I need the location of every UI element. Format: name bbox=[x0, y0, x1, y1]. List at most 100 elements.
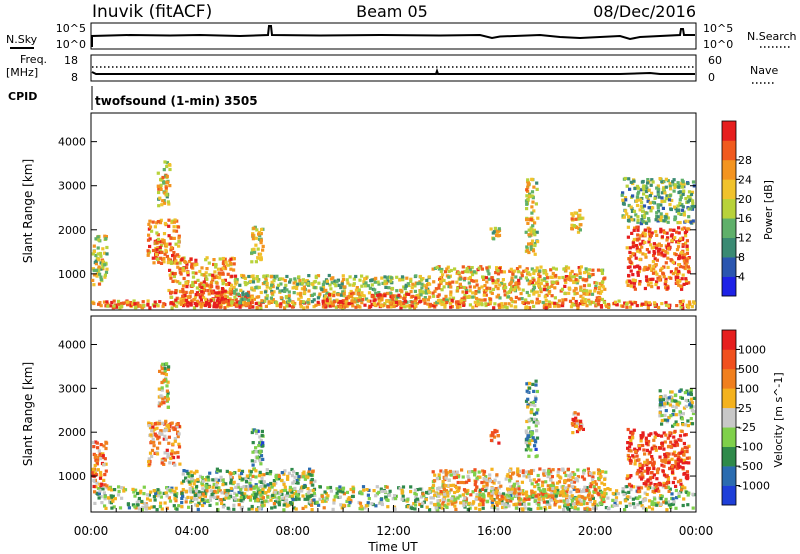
data-cell bbox=[164, 186, 168, 190]
data-cell bbox=[147, 222, 151, 226]
data-cell bbox=[317, 302, 321, 306]
data-cell bbox=[511, 472, 515, 476]
data-cell bbox=[542, 269, 546, 273]
data-cell bbox=[365, 297, 369, 301]
data-cell bbox=[254, 499, 258, 503]
data-cell bbox=[423, 296, 427, 300]
data-cell bbox=[650, 500, 654, 504]
data-cell bbox=[162, 201, 167, 205]
colorbar-tick-label: 16 bbox=[738, 212, 752, 225]
data-cell bbox=[444, 489, 448, 493]
data-cell bbox=[531, 288, 535, 292]
data-cell bbox=[596, 302, 601, 306]
data-cell bbox=[444, 469, 448, 473]
data-cell bbox=[167, 435, 171, 439]
data-cell bbox=[365, 488, 369, 492]
data-cell bbox=[537, 497, 541, 501]
data-cell bbox=[302, 285, 306, 289]
data-cell bbox=[169, 236, 173, 240]
data-cell bbox=[571, 476, 575, 480]
data-cell bbox=[528, 382, 532, 386]
data-cell bbox=[570, 421, 574, 426]
data-cell bbox=[266, 489, 271, 493]
data-cell bbox=[148, 462, 152, 466]
data-cell bbox=[394, 297, 399, 301]
data-cell bbox=[626, 225, 630, 229]
data-cell bbox=[203, 297, 208, 301]
data-cell bbox=[164, 248, 168, 252]
data-cell bbox=[313, 286, 317, 290]
data-cell bbox=[680, 208, 685, 212]
data-cell bbox=[684, 229, 689, 234]
data-cell bbox=[458, 277, 462, 281]
data-cell bbox=[243, 280, 247, 285]
data-cell bbox=[252, 247, 256, 251]
data-cell bbox=[453, 267, 457, 271]
data-cell bbox=[647, 250, 651, 254]
data-cell bbox=[516, 467, 520, 471]
data-cell bbox=[410, 300, 414, 304]
data-cell bbox=[633, 265, 637, 269]
data-cell bbox=[519, 499, 523, 503]
data-cell bbox=[636, 264, 640, 268]
data-cell bbox=[514, 493, 518, 498]
data-cell bbox=[122, 301, 126, 305]
data-cell bbox=[532, 304, 536, 308]
data-cell bbox=[169, 301, 173, 305]
data-cell bbox=[635, 203, 640, 208]
data-cell bbox=[469, 270, 473, 274]
data-cell bbox=[692, 204, 696, 209]
data-cell bbox=[325, 299, 329, 303]
data-cell bbox=[363, 284, 367, 288]
data-cell bbox=[534, 480, 538, 484]
data-cell bbox=[437, 265, 441, 269]
data-cell bbox=[660, 196, 664, 200]
data-cell bbox=[239, 499, 243, 503]
data-cell bbox=[368, 286, 372, 290]
data-cell bbox=[497, 227, 501, 231]
data-cell bbox=[656, 219, 660, 223]
data-cell bbox=[423, 301, 427, 305]
data-cell bbox=[551, 494, 555, 498]
data-cell bbox=[172, 220, 176, 224]
colorbar-tick-label: 8 bbox=[738, 251, 745, 264]
data-cell bbox=[544, 471, 548, 475]
data-cell bbox=[401, 278, 405, 282]
data-cell bbox=[487, 494, 491, 498]
data-cell bbox=[535, 301, 539, 305]
data-cell bbox=[341, 490, 345, 494]
data-cell bbox=[205, 267, 209, 271]
data-cell bbox=[160, 388, 164, 392]
data-cell bbox=[196, 477, 200, 482]
data-cell bbox=[201, 487, 205, 491]
data-cell bbox=[655, 280, 659, 284]
data-cell bbox=[456, 475, 460, 479]
data-cell bbox=[413, 491, 417, 496]
data-cell bbox=[691, 219, 695, 223]
data-cell bbox=[312, 292, 316, 296]
data-cell bbox=[413, 289, 417, 293]
data-cell bbox=[252, 277, 256, 281]
data-cell bbox=[184, 298, 188, 302]
data-cell bbox=[260, 429, 264, 433]
data-cell bbox=[166, 367, 170, 371]
data-cell bbox=[527, 242, 531, 246]
data-cell bbox=[544, 298, 548, 302]
data-cell bbox=[403, 287, 407, 291]
data-cell bbox=[544, 480, 548, 484]
data-cell bbox=[175, 425, 179, 429]
data-cell bbox=[389, 305, 393, 309]
data-cell bbox=[640, 200, 644, 205]
data-cell bbox=[160, 250, 164, 254]
data-cell bbox=[398, 302, 402, 306]
data-cell bbox=[675, 272, 680, 276]
data-cell bbox=[211, 298, 215, 302]
data-cell bbox=[281, 300, 286, 304]
data-cell bbox=[672, 178, 676, 182]
colorbar-tick-label: 12 bbox=[738, 232, 752, 245]
data-cell bbox=[575, 479, 580, 483]
data-cell bbox=[179, 300, 183, 304]
data-cell bbox=[166, 423, 170, 427]
data-cell bbox=[93, 490, 97, 494]
data-cell bbox=[581, 502, 586, 506]
